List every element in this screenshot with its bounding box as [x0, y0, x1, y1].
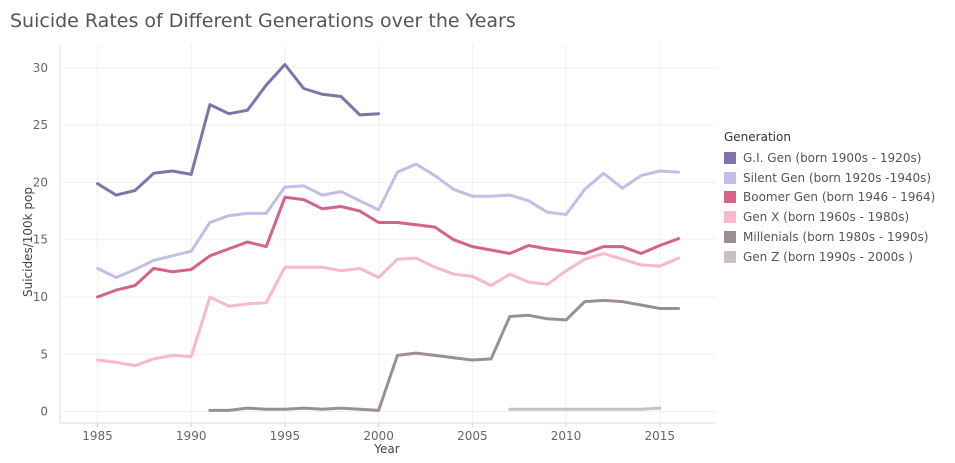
legend-label: Silent Gen (born 1920s -1940s) — [743, 170, 932, 185]
legend-swatch — [724, 191, 736, 204]
y-axis-ticks: 0 5 10 15 20 25 30 — [33, 61, 48, 419]
series-lines — [96, 63, 680, 412]
series-line-4 — [208, 298, 680, 412]
chart-title: Suicide Rates of Different Generations o… — [10, 10, 516, 32]
x-axis-title: Year — [373, 442, 399, 456]
x-tick-label: 2015 — [644, 429, 675, 443]
legend-swatch — [724, 151, 736, 164]
y-axis-title: Suicides/100k pop — [21, 187, 35, 297]
legend-swatch — [724, 171, 736, 184]
legend-item[interactable]: Gen Z (born 1990s - 2000s ) — [724, 247, 935, 267]
series-line-1 — [96, 162, 680, 279]
legend-label: Millenials (born 1980s - 1990s) — [743, 230, 929, 245]
series-line-2 — [96, 195, 680, 299]
legend-item[interactable]: Gen X (born 1960s - 1980s) — [724, 207, 935, 227]
legend-label: G.I. Gen (born 1900s - 1920s) — [743, 150, 922, 165]
y-tick-label: 10 — [33, 290, 48, 304]
legend-label: Gen Z (born 1990s - 2000s ) — [743, 249, 913, 264]
legend-swatch — [724, 211, 736, 224]
y-tick-label: 5 — [40, 347, 48, 361]
series-line-5 — [508, 406, 662, 411]
legend-title: Generation — [724, 130, 791, 144]
legend-swatch — [724, 250, 736, 263]
y-tick-label: 30 — [33, 61, 48, 75]
y-tick-label: 25 — [33, 118, 48, 132]
legend-item[interactable]: Millenials (born 1980s - 1990s) — [724, 227, 935, 247]
x-tick-label: 1995 — [270, 429, 301, 443]
series-line-3 — [96, 252, 680, 368]
y-tick-label: 0 — [40, 405, 48, 419]
x-tick-label: 2010 — [551, 429, 582, 443]
legend-item[interactable]: Silent Gen (born 1920s -1940s) — [724, 168, 935, 188]
x-tick-label: 1990 — [176, 429, 207, 443]
x-axis-ticks: 1985 1990 1995 2000 2005 2010 2015 — [82, 429, 675, 443]
legend-label: Boomer Gen (born 1946 - 1964) — [743, 190, 936, 205]
legend-label: Gen X (born 1960s - 1980s) — [743, 210, 910, 225]
grid-lines — [59, 45, 716, 427]
x-tick-label: 2000 — [363, 429, 394, 443]
x-tick-label: 1985 — [82, 429, 113, 443]
legend-item[interactable]: G.I. Gen (born 1900s - 1920s) — [724, 148, 935, 168]
y-tick-label: 15 — [33, 233, 48, 247]
x-tick-label: 2005 — [457, 429, 488, 443]
series-line-0 — [96, 63, 381, 197]
legend-swatch — [724, 231, 736, 244]
y-tick-label: 20 — [33, 175, 48, 189]
legend-item[interactable]: Boomer Gen (born 1946 - 1964) — [724, 188, 935, 208]
legend-items: G.I. Gen (born 1900s - 1920s) Silent Gen … — [724, 148, 935, 267]
legend: Generation G.I. Gen (born 1900s - 1920s)… — [724, 130, 935, 267]
